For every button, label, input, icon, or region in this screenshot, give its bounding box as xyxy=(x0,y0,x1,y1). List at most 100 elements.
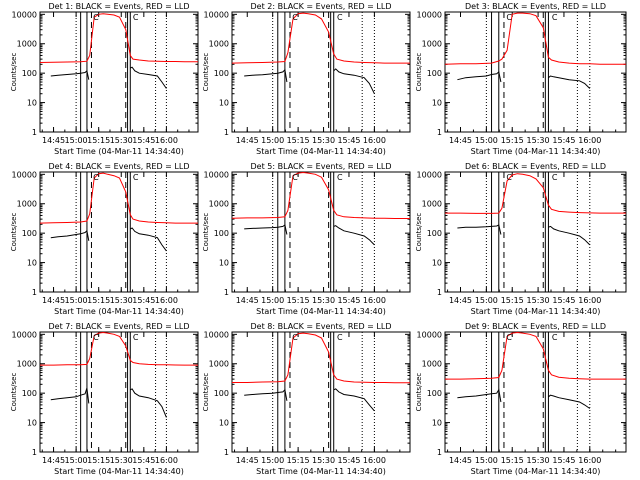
xtick-label: 16:00 xyxy=(155,456,178,465)
xtick-label: 16:00 xyxy=(155,136,178,145)
series-events xyxy=(130,66,167,89)
xtick-label: 15:30 xyxy=(527,296,550,305)
ytick-label: 1 xyxy=(224,448,229,457)
x-axis-label: Start Time (04-Mar-11 14:34:40) xyxy=(471,467,601,476)
xtick-label: 15:00 xyxy=(475,456,498,465)
annotation-label: C xyxy=(292,13,298,22)
plot-frame xyxy=(39,331,199,453)
xtick-label: 15:45 xyxy=(552,296,575,305)
xtick-label: 15:00 xyxy=(261,136,284,145)
series-events xyxy=(457,388,502,403)
plot-frame xyxy=(444,171,627,293)
panel-title: Det 1: BLACK = Events, RED = LLD xyxy=(49,2,190,11)
xtick-label: 15:00 xyxy=(261,296,284,305)
ytick-label: 100 xyxy=(214,389,229,398)
xtick-label: 14:45 xyxy=(42,456,65,465)
xtick-label: 14:45 xyxy=(236,136,259,145)
ytick-label: 100 xyxy=(22,229,37,238)
ytick-label: 1000 xyxy=(422,200,442,209)
ytick-label: 10 xyxy=(432,419,442,428)
panel-det-3: Det 3: BLACK = Events, RED = LLD 1 10 100 10… xyxy=(415,2,627,156)
x-axis-label: Start Time (04-Mar-11 14:34:40) xyxy=(256,467,386,476)
annotation-label: C xyxy=(506,13,512,22)
xtick-label: 14:45 xyxy=(449,136,472,145)
xtick-label: 15:30 xyxy=(527,136,550,145)
series-lld xyxy=(39,172,198,224)
panel-title: Det 7: BLACK = Events, RED = LLD xyxy=(49,322,190,331)
ytick-label: 1000 xyxy=(209,40,229,49)
plot-frame xyxy=(39,171,199,293)
xtick-label: 15:30 xyxy=(312,296,335,305)
y-axis-label: Counts/sec xyxy=(202,213,210,252)
series-events xyxy=(548,225,591,246)
xtick-label: 15:30 xyxy=(110,456,133,465)
xtick-label: 15:15 xyxy=(501,296,524,305)
ytick-label: 1000 xyxy=(422,40,442,49)
ytick-label: 100 xyxy=(427,229,442,238)
series-events xyxy=(333,225,375,246)
xtick-label: 15:15 xyxy=(87,456,110,465)
xtick-label: 15:45 xyxy=(132,296,155,305)
series-lld xyxy=(231,171,410,219)
ytick-label: 1000 xyxy=(209,360,229,369)
panel-det-5: Det 5: BLACK = Events, RED = LLD 1 10 100 10… xyxy=(202,162,411,316)
panel-title: Det 3: BLACK = Events, RED = LLD xyxy=(465,2,606,11)
ytick-label: 10000 xyxy=(417,170,442,179)
panel-det-4: Det 4: BLACK = Events, RED = LLD 1 10 100 10… xyxy=(10,162,199,316)
panel-title: Det 8: BLACK = Events, RED = LLD xyxy=(251,322,392,331)
xtick-label: 15:45 xyxy=(132,456,155,465)
ytick-label: 10 xyxy=(219,99,229,108)
x-axis-label: Start Time (04-Mar-11 14:34:40) xyxy=(471,147,601,156)
panel-det-7: Det 7: BLACK = Events, RED = LLD 1 10 100 10… xyxy=(10,322,199,476)
x-axis-label: Start Time (04-Mar-11 14:34:40) xyxy=(256,147,386,156)
ytick-label: 10 xyxy=(27,259,37,268)
plot-frame xyxy=(231,331,411,453)
annotation-label: C xyxy=(337,173,343,182)
ytick-label: 100 xyxy=(214,229,229,238)
series-lld xyxy=(39,13,198,63)
ytick-label: 100 xyxy=(427,389,442,398)
series-events xyxy=(50,387,90,404)
annotation-label: C xyxy=(133,333,139,342)
series-events xyxy=(50,69,90,80)
ytick-label: 1 xyxy=(224,288,229,297)
xtick-label: 15:00 xyxy=(261,456,284,465)
series-events xyxy=(457,70,502,83)
xtick-label: 15:45 xyxy=(337,136,360,145)
annotation-label: C xyxy=(337,13,343,22)
ytick-label: 10000 xyxy=(12,10,37,19)
ytick-label: 1000 xyxy=(17,200,37,209)
annotation-label: C xyxy=(552,13,558,22)
series-lld xyxy=(445,173,626,214)
y-axis-label: Counts/sec xyxy=(202,53,210,92)
ytick-label: 1000 xyxy=(17,40,37,49)
series-events xyxy=(244,388,288,401)
xtick-label: 16:00 xyxy=(363,296,386,305)
ytick-label: 10 xyxy=(432,99,442,108)
panel-det-8: Det 8: BLACK = Events, RED = LLD 1 10 100 10… xyxy=(202,322,411,476)
panel-title: Det 6: BLACK = Events, RED = LLD xyxy=(465,162,606,171)
series-events xyxy=(457,224,502,235)
ytick-label: 100 xyxy=(22,69,37,78)
xtick-label: 15:45 xyxy=(337,296,360,305)
xtick-label: 14:45 xyxy=(449,456,472,465)
series-lld xyxy=(444,12,626,65)
xtick-label: 14:45 xyxy=(42,136,65,145)
series-events xyxy=(333,388,375,412)
panel-title: Det 4: BLACK = Events, RED = LLD xyxy=(49,162,190,171)
xtick-label: 15:15 xyxy=(501,456,524,465)
y-axis-label: Counts/sec xyxy=(10,373,18,412)
y-axis-label: Counts/sec xyxy=(202,373,210,412)
annotation-label: C xyxy=(552,333,558,342)
xtick-label: 16:00 xyxy=(155,296,178,305)
xtick-label: 15:45 xyxy=(552,456,575,465)
series-lld xyxy=(445,331,626,380)
xtick-label: 16:00 xyxy=(578,136,601,145)
ytick-label: 100 xyxy=(22,389,37,398)
y-axis-label: Counts/sec xyxy=(415,53,423,92)
xtick-label: 15:00 xyxy=(65,296,88,305)
xtick-label: 15:30 xyxy=(312,456,335,465)
panel-det-9: Det 9: BLACK = Events, RED = LLD 1 10 100 10… xyxy=(415,322,627,476)
x-axis-label: Start Time (04-Mar-11 14:34:40) xyxy=(54,147,184,156)
ytick-label: 10000 xyxy=(204,330,229,339)
